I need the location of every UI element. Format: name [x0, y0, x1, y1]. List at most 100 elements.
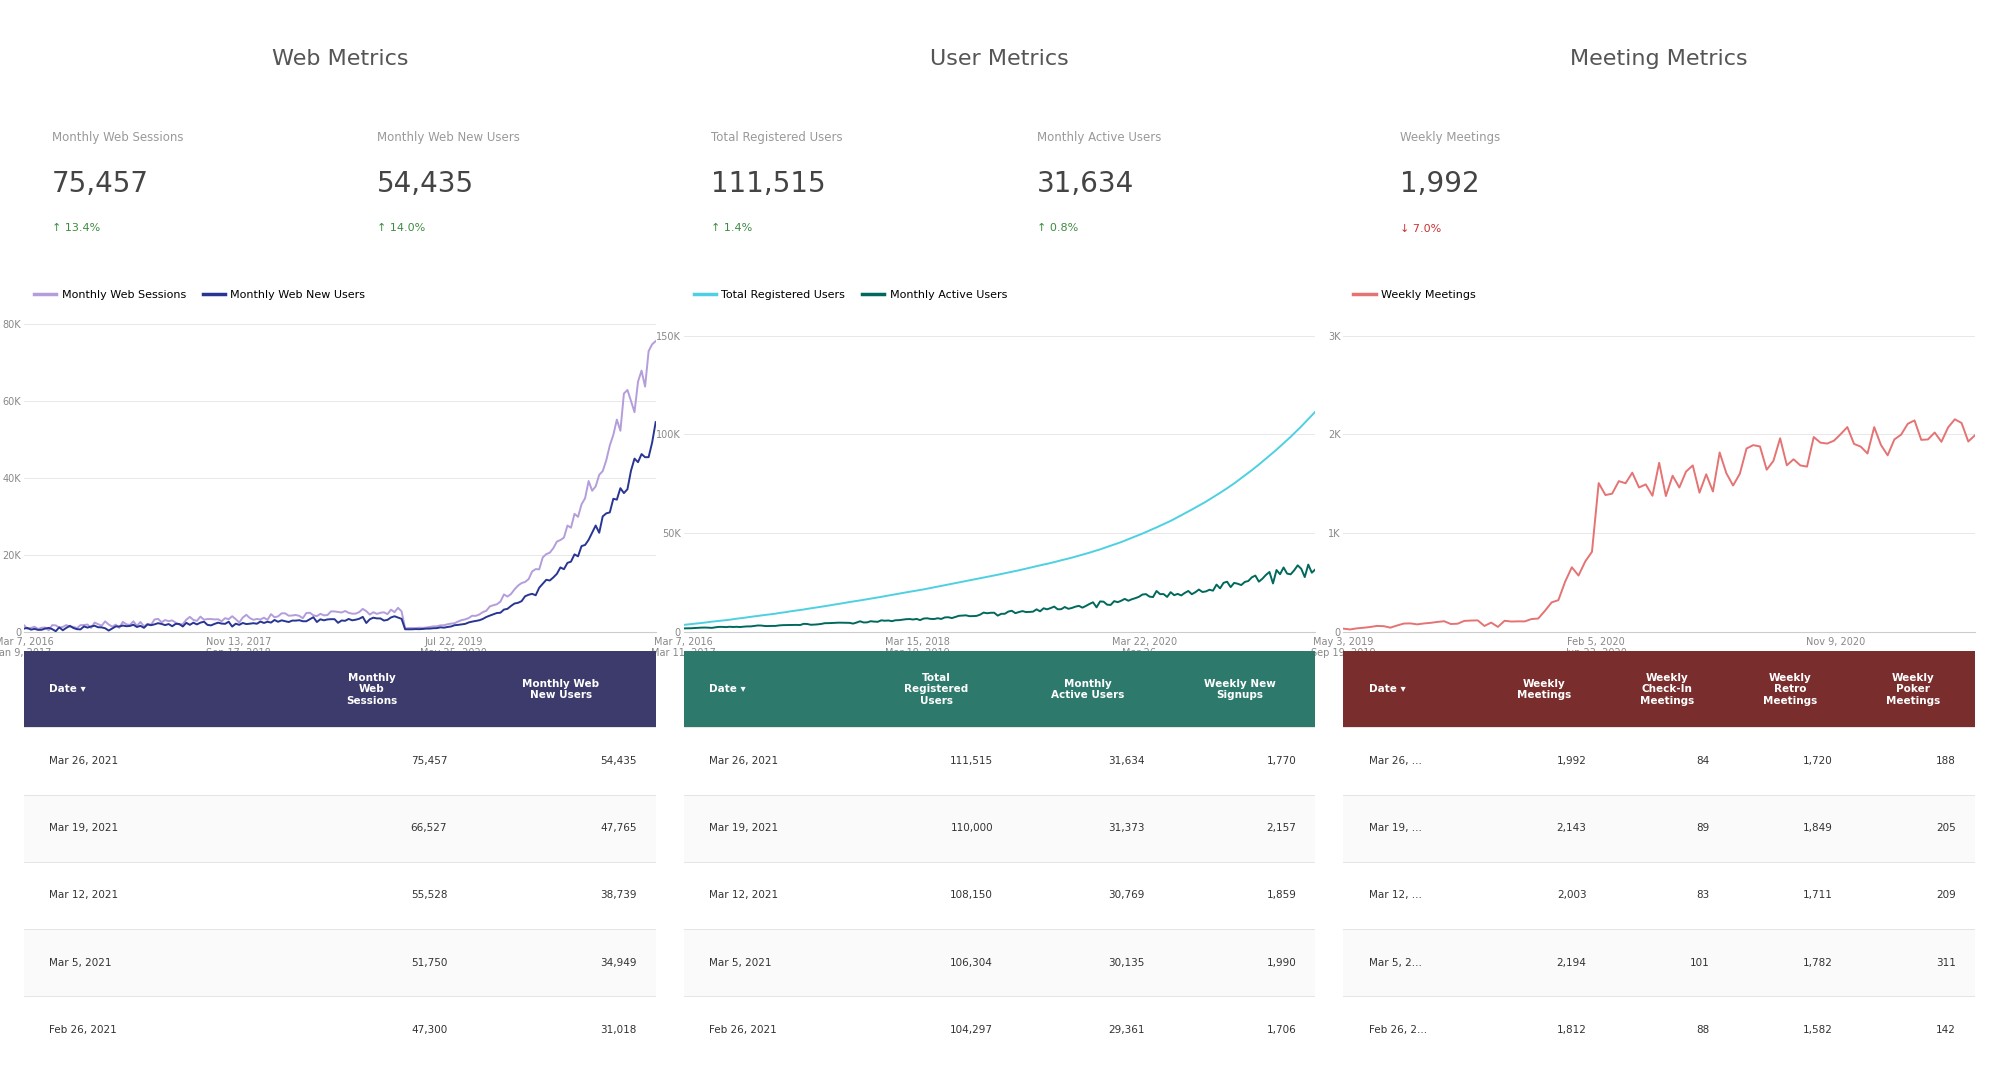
- Text: Date ▾: Date ▾: [1369, 684, 1405, 694]
- Text: Mar 26, 2021: Mar 26, 2021: [709, 756, 777, 766]
- Text: Mar 12, 2021: Mar 12, 2021: [709, 890, 777, 901]
- Text: 110,000: 110,000: [951, 824, 993, 833]
- Text: 88: 88: [1696, 1025, 1708, 1035]
- Text: 54,435: 54,435: [599, 756, 637, 766]
- Text: 47,300: 47,300: [412, 1025, 448, 1035]
- Text: 108,150: 108,150: [949, 890, 993, 901]
- Bar: [1343, 862, 1974, 929]
- Text: 1,711: 1,711: [1802, 890, 1832, 901]
- Text: 1,706: 1,706: [1267, 1025, 1297, 1035]
- Text: Monthly Web New Users: Monthly Web New Users: [378, 131, 519, 144]
- Text: 111,515: 111,515: [711, 170, 825, 198]
- Legend: Monthly Web Sessions, Monthly Web New Users: Monthly Web Sessions, Monthly Web New Us…: [30, 285, 370, 304]
- Text: Date ▾: Date ▾: [709, 684, 745, 694]
- Text: 30,769: 30,769: [1107, 890, 1145, 901]
- Text: 101: 101: [1688, 957, 1708, 968]
- Text: Mar 12, 2021: Mar 12, 2021: [50, 890, 118, 901]
- Text: 31,634: 31,634: [1107, 756, 1145, 766]
- Text: Web Metrics: Web Metrics: [272, 49, 408, 69]
- Text: Date ▾: Date ▾: [50, 684, 86, 694]
- Text: Mar 19, 2021: Mar 19, 2021: [50, 824, 118, 833]
- Text: Weekly
Poker
Meetings: Weekly Poker Meetings: [1886, 673, 1940, 706]
- Text: 1,782: 1,782: [1802, 957, 1832, 968]
- Bar: [24, 929, 655, 996]
- Text: 1,990: 1,990: [1267, 957, 1297, 968]
- Bar: [1343, 727, 1974, 795]
- Bar: [683, 996, 1315, 1064]
- Text: 205: 205: [1936, 824, 1956, 833]
- Text: 1,812: 1,812: [1556, 1025, 1586, 1035]
- Text: Weekly Meetings: Weekly Meetings: [1399, 131, 1500, 144]
- Text: ↑ 14.0%: ↑ 14.0%: [378, 224, 426, 233]
- Text: 106,304: 106,304: [949, 957, 993, 968]
- Text: 31,018: 31,018: [599, 1025, 637, 1035]
- Bar: [1343, 795, 1974, 862]
- Text: 2,157: 2,157: [1267, 824, 1297, 833]
- Text: 311: 311: [1936, 957, 1956, 968]
- Text: 38,739: 38,739: [599, 890, 637, 901]
- Text: Mar 19, 2021: Mar 19, 2021: [709, 824, 777, 833]
- Text: 31,373: 31,373: [1107, 824, 1145, 833]
- Text: 1,720: 1,720: [1802, 756, 1832, 766]
- Bar: [1343, 929, 1974, 996]
- Text: Mar 5, 2021: Mar 5, 2021: [709, 957, 771, 968]
- Text: 84: 84: [1696, 756, 1708, 766]
- Legend: Weekly Meetings: Weekly Meetings: [1349, 285, 1481, 304]
- Legend: Total Registered Users, Monthly Active Users: Total Registered Users, Monthly Active U…: [689, 285, 1011, 304]
- Bar: [1343, 996, 1974, 1064]
- Text: Feb 26, 2021: Feb 26, 2021: [50, 1025, 118, 1035]
- Text: 142: 142: [1936, 1025, 1956, 1035]
- Text: ↓ 7.0%: ↓ 7.0%: [1399, 224, 1441, 233]
- Text: 51,750: 51,750: [412, 957, 448, 968]
- Text: 1,849: 1,849: [1802, 824, 1832, 833]
- Text: 1,992: 1,992: [1399, 170, 1479, 198]
- Text: Feb 26, 2021: Feb 26, 2021: [709, 1025, 777, 1035]
- Text: Mar 5, 2...: Mar 5, 2...: [1369, 957, 1421, 968]
- Text: 66,527: 66,527: [410, 824, 448, 833]
- Bar: [24, 727, 655, 795]
- Text: Total Registered Users: Total Registered Users: [711, 131, 843, 144]
- Bar: [683, 727, 1315, 795]
- Text: Weekly New
Signups: Weekly New Signups: [1203, 679, 1275, 700]
- Text: Monthly
Active Users: Monthly Active Users: [1051, 679, 1125, 700]
- Text: 209: 209: [1936, 890, 1956, 901]
- Text: 1,992: 1,992: [1556, 756, 1586, 766]
- Text: 2,143: 2,143: [1556, 824, 1586, 833]
- Text: 34,949: 34,949: [599, 957, 637, 968]
- Text: 75,457: 75,457: [52, 170, 148, 198]
- Bar: [683, 862, 1315, 929]
- Text: Mar 26, 2021: Mar 26, 2021: [50, 756, 118, 766]
- Text: Mar 19, ...: Mar 19, ...: [1369, 824, 1421, 833]
- Text: Meeting Metrics: Meeting Metrics: [1570, 49, 1746, 69]
- Text: 75,457: 75,457: [410, 756, 448, 766]
- Text: 29,361: 29,361: [1107, 1025, 1145, 1035]
- Text: 104,297: 104,297: [949, 1025, 993, 1035]
- Text: Feb 26, 2...: Feb 26, 2...: [1369, 1025, 1427, 1035]
- Text: 1,582: 1,582: [1802, 1025, 1832, 1035]
- Text: Mar 26, ...: Mar 26, ...: [1369, 756, 1421, 766]
- Text: Weekly
Retro
Meetings: Weekly Retro Meetings: [1762, 673, 1816, 706]
- Bar: [24, 651, 655, 727]
- Text: 1,770: 1,770: [1267, 756, 1297, 766]
- Text: Monthly
Web
Sessions: Monthly Web Sessions: [346, 673, 398, 706]
- Text: ↑ 0.8%: ↑ 0.8%: [1037, 224, 1077, 233]
- Text: ↑ 13.4%: ↑ 13.4%: [52, 224, 100, 233]
- Bar: [24, 996, 655, 1064]
- Bar: [24, 862, 655, 929]
- Bar: [24, 795, 655, 862]
- Bar: [683, 795, 1315, 862]
- Text: 31,634: 31,634: [1037, 170, 1133, 198]
- Text: 188: 188: [1936, 756, 1956, 766]
- Bar: [683, 929, 1315, 996]
- Bar: [683, 651, 1315, 727]
- Text: Monthly Web Sessions: Monthly Web Sessions: [52, 131, 184, 144]
- Text: 111,515: 111,515: [949, 756, 993, 766]
- Text: User Metrics: User Metrics: [929, 49, 1069, 69]
- Text: Mar 5, 2021: Mar 5, 2021: [50, 957, 112, 968]
- Text: 30,135: 30,135: [1107, 957, 1145, 968]
- Bar: [1343, 651, 1974, 727]
- Text: 47,765: 47,765: [599, 824, 637, 833]
- Text: 2,003: 2,003: [1556, 890, 1586, 901]
- Text: Weekly
Meetings: Weekly Meetings: [1516, 679, 1570, 700]
- Text: ↑ 1.4%: ↑ 1.4%: [711, 224, 751, 233]
